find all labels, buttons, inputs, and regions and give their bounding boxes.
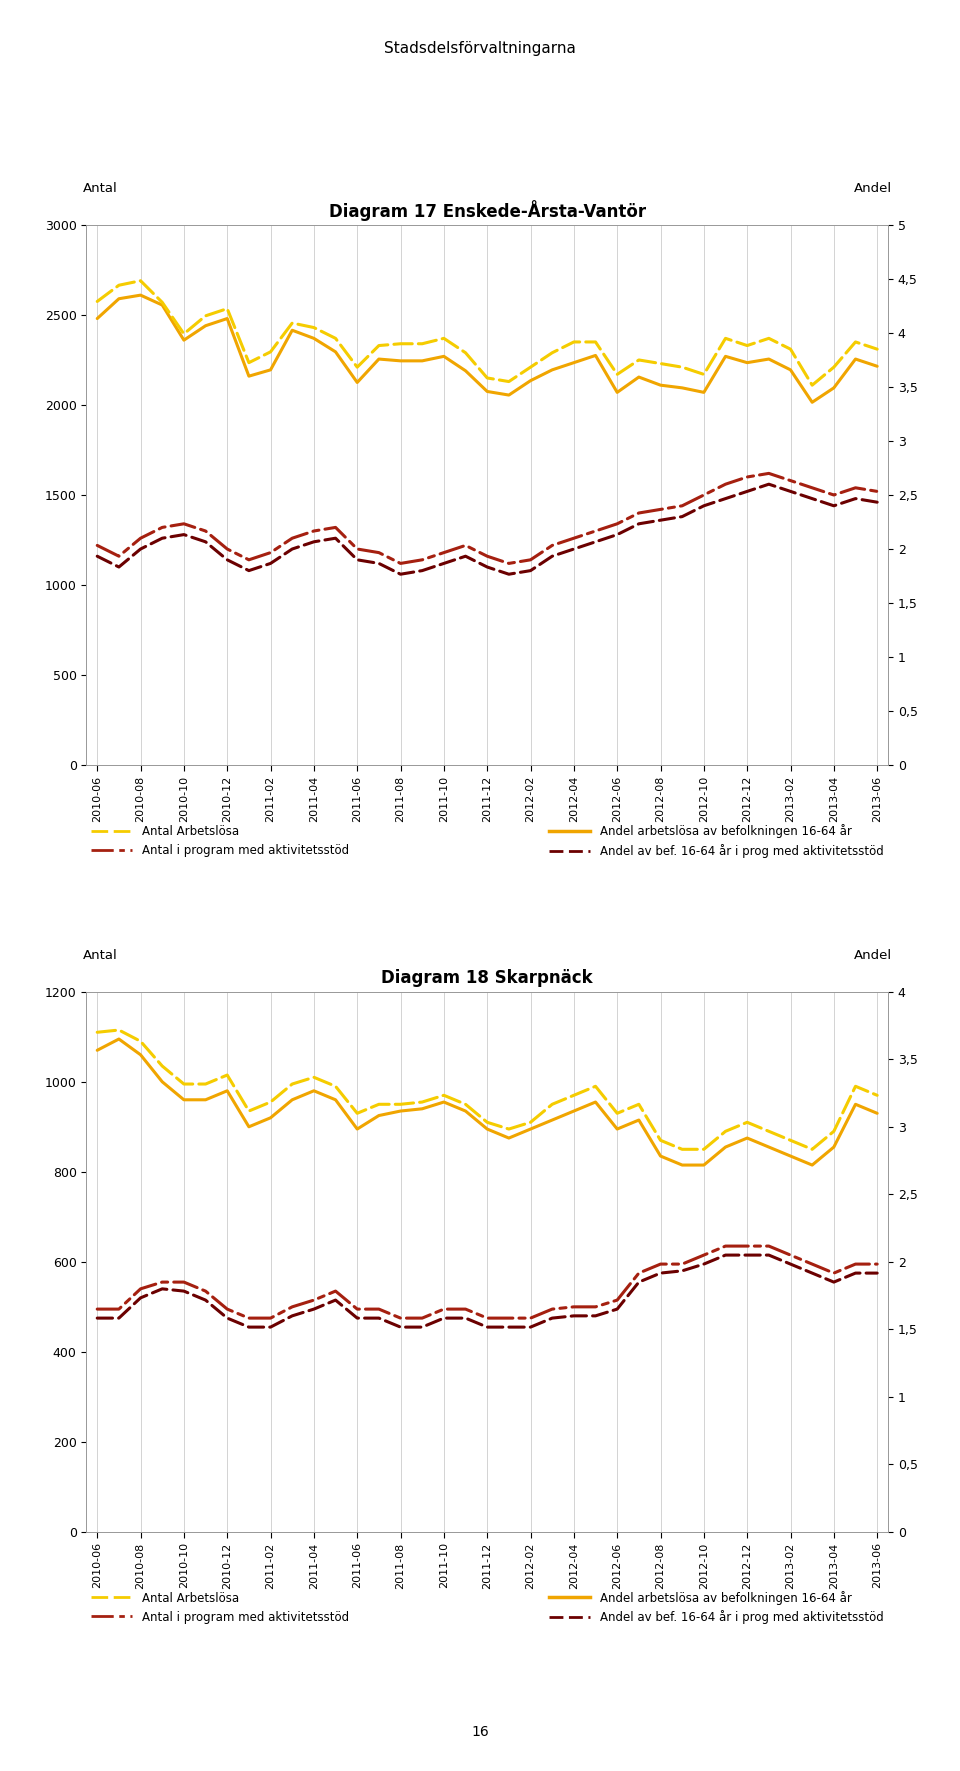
Legend: Antal Arbetslösa, Antal i program med aktivitetsstöd, Andel arbetslösa av befolk: Antal Arbetslösa, Antal i program med ak… — [86, 820, 888, 862]
Text: 16: 16 — [471, 1725, 489, 1739]
Text: Andel: Andel — [853, 949, 892, 962]
Text: Stadsdelsförvaltningarna: Stadsdelsförvaltningarna — [384, 41, 576, 55]
Text: Antal: Antal — [83, 182, 117, 195]
Text: Antal: Antal — [83, 949, 117, 962]
Legend: Antal Arbetslösa, Antal i program med aktivitetsstöd, Andel arbetslösa av befolk: Antal Arbetslösa, Antal i program med ak… — [86, 1587, 888, 1629]
Title: Diagram 18 Skarpnäck: Diagram 18 Skarpnäck — [381, 969, 593, 988]
Title: Diagram 17 Enskede-Årsta-Vantör: Diagram 17 Enskede-Årsta-Vantör — [328, 200, 646, 221]
Text: Andel: Andel — [853, 182, 892, 195]
